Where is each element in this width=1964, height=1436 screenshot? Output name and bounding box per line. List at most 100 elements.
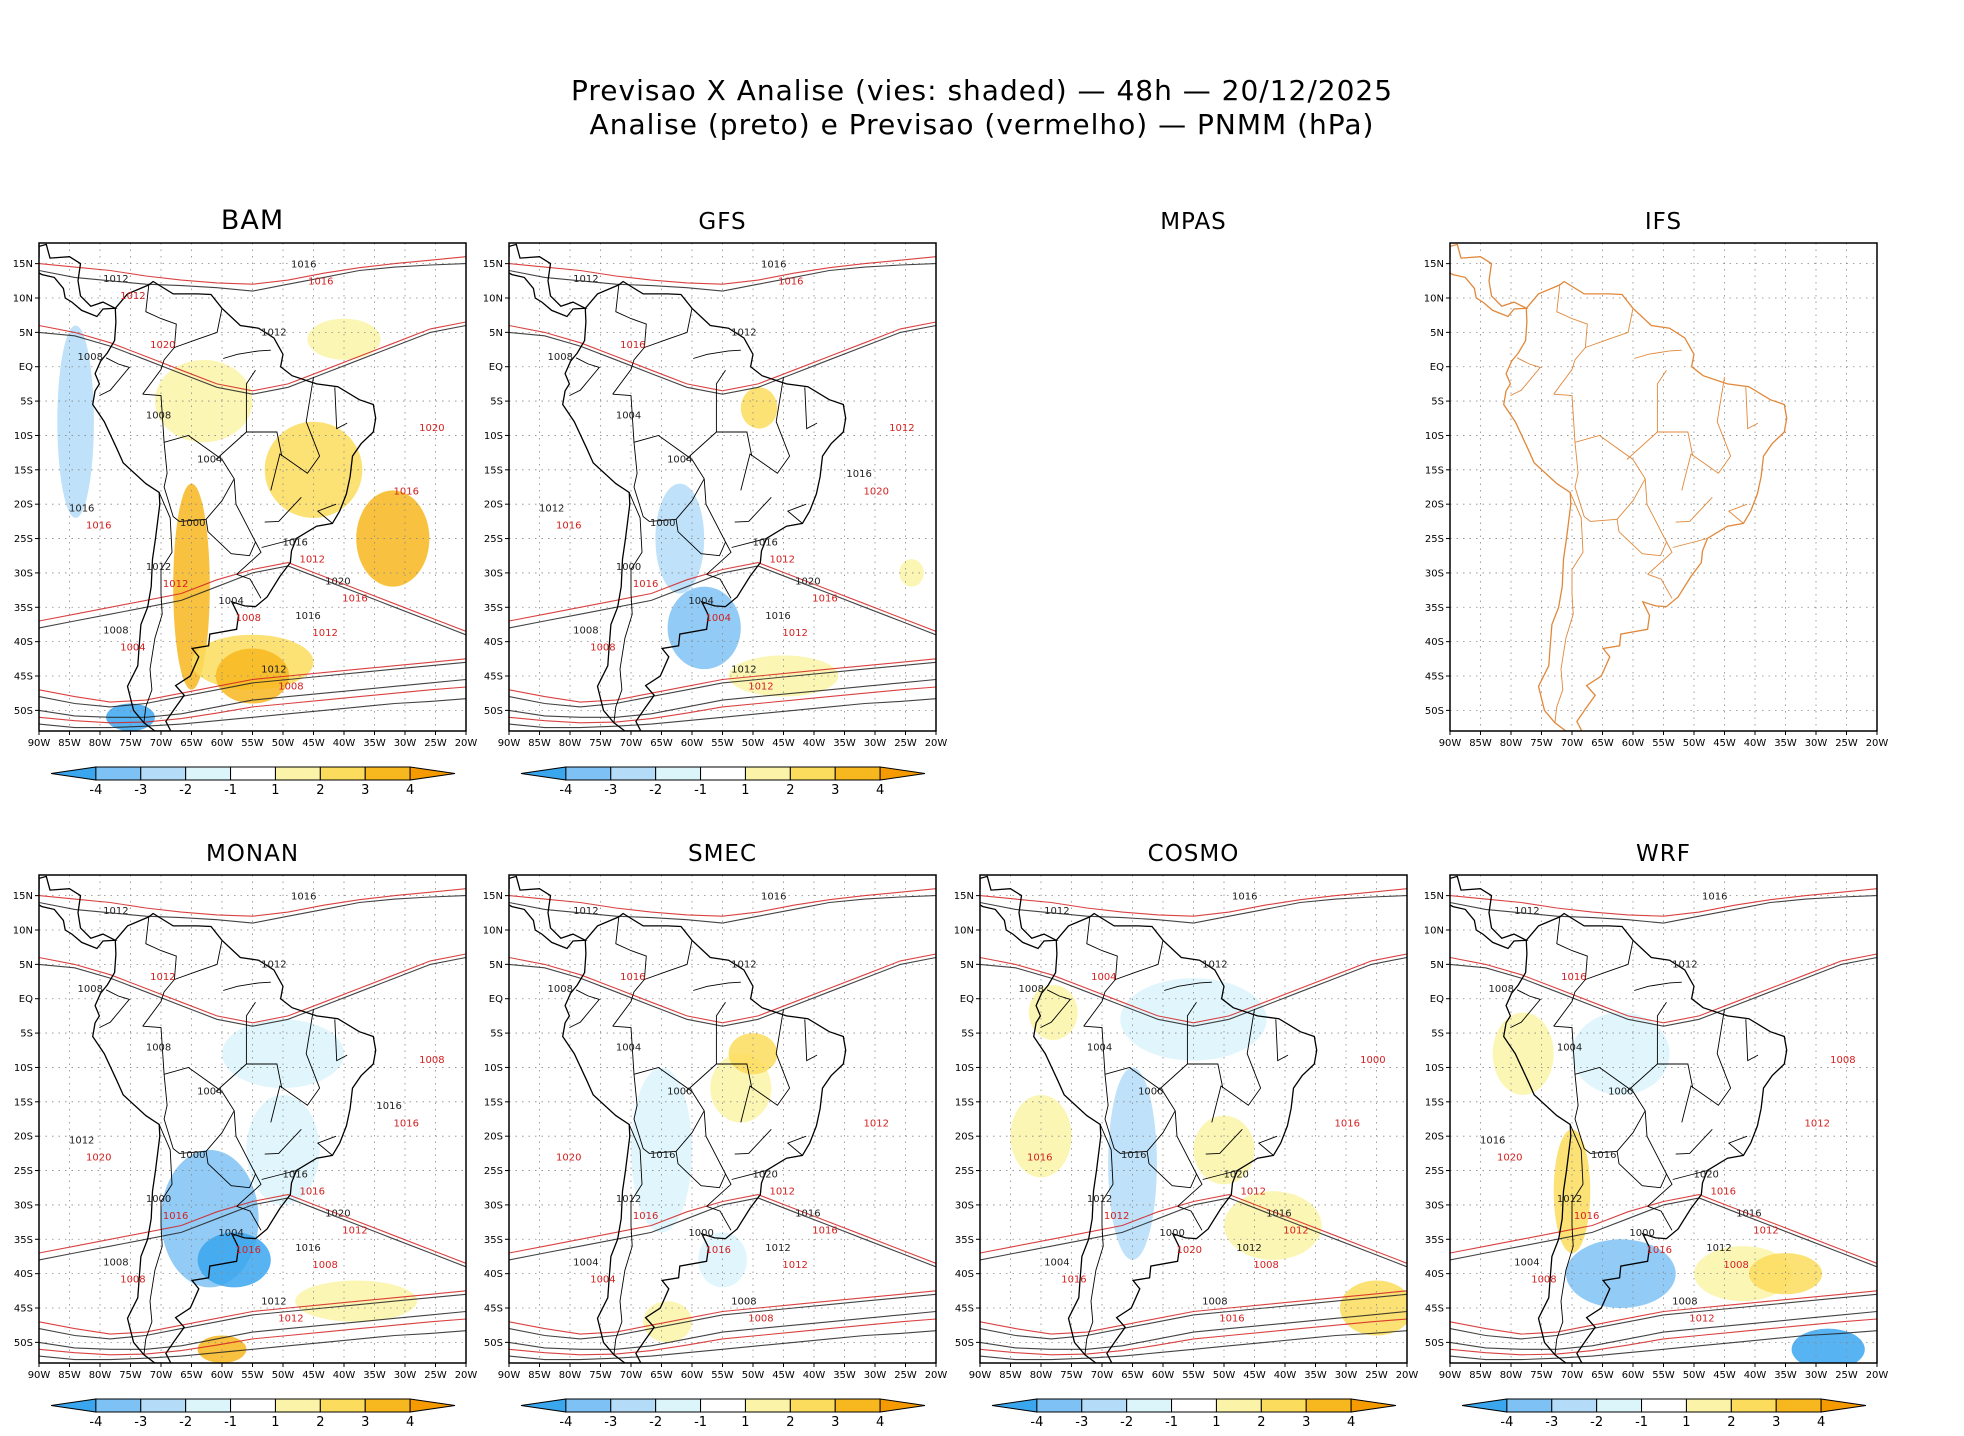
border-bam-5 (174, 308, 223, 348)
contour-label-analysis-monan: 1016 (282, 1170, 307, 1181)
y-tick-label-gfs: 10N (483, 293, 503, 304)
contour-label-forecast-bam: 1020 (419, 423, 444, 434)
isobar-forecast-wrf (1450, 953, 1877, 1024)
border-smec-12 (804, 1019, 818, 1062)
panel-plot-area-cosmo: 1016101210121008100410001016102010161012… (980, 875, 1407, 1363)
colorbar-label-cosmo: -3 (1075, 1415, 1088, 1430)
border-smec-0 (612, 1025, 732, 1207)
contour-label-analysis-monan: 1012 (69, 1135, 94, 1146)
colorbar-segment-bam (95, 766, 142, 781)
x-tick-label-cosmo: 40W (1274, 1370, 1297, 1381)
border-gfs-8 (706, 573, 732, 599)
border-gfs-0 (612, 393, 732, 575)
y-tick-label-smec: 35S (484, 1235, 503, 1246)
border-gfs-2 (675, 519, 726, 557)
contour-label-forecast-monan: 1016 (300, 1187, 325, 1198)
y-tick-label-wrf: EQ (1430, 994, 1444, 1005)
y-tick-label-wrf: 20S (1425, 1132, 1444, 1143)
x-tick-label-wrf: 30W (1805, 1370, 1828, 1381)
contour-label-forecast-smec: 1004 (590, 1274, 615, 1285)
contour-label-forecast-gfs: 1016 (812, 594, 837, 605)
contour-label-analysis-gfs: 1012 (539, 503, 564, 514)
isobar-analysis-monan (39, 956, 466, 1027)
colorbar-label-bam: -2 (179, 783, 192, 798)
border-wrf-9 (1681, 1008, 1732, 1123)
contour-label-forecast-cosmo: 1016 (1219, 1314, 1244, 1325)
contour-label-analysis-bam: 1012 (103, 274, 128, 285)
contour-label-analysis-gfs: 1004 (616, 411, 641, 422)
colorbar-label-gfs: -1 (694, 783, 707, 798)
y-tick-label-gfs: 15S (484, 465, 503, 476)
isobar-analysis-wrf (1450, 1197, 1877, 1268)
x-tick-label-gfs: 60W (681, 738, 704, 749)
border-wrf-6 (1510, 989, 1542, 1029)
x-tick-label-monan: 25W (424, 1370, 447, 1381)
contour-label-analysis-monan: 1008 (103, 1257, 128, 1268)
x-tick-label-wrf: 85W (1469, 1370, 1492, 1381)
border-monan-2 (205, 1151, 256, 1189)
isobar-forecast-smec (509, 1290, 936, 1335)
bias-shade-wrf-1 (1553, 1129, 1591, 1254)
border-ifs-7 (1634, 349, 1682, 359)
x-tick-label-ifs: 85W (1469, 738, 1492, 749)
y-tick-label-bam: 20S (14, 500, 33, 511)
border-cosmo-13 (1205, 1128, 1243, 1155)
y-tick-label-wrf: 50S (1425, 1338, 1444, 1349)
x-tick-label-bam: 85W (58, 738, 81, 749)
contour-label-forecast-monan: 1020 (86, 1152, 111, 1163)
y-tick-label-monan: 50S (14, 1338, 33, 1349)
bias-shade-smec-1 (631, 1067, 692, 1233)
colorbar-segment-monan (50, 1398, 97, 1413)
contour-label-forecast-smec: 1012 (782, 1260, 807, 1271)
colorbar-label-smec: 4 (876, 1415, 884, 1430)
y-tick-label-smec: 15S (484, 1097, 503, 1108)
colorbar-segment-cosmo (1260, 1398, 1307, 1413)
isobar-analysis-wrf (1450, 1310, 1877, 1350)
contour-label-analysis-wrf: 1016 (1736, 1209, 1761, 1220)
contour-label-forecast-bam: 1016 (308, 276, 333, 287)
y-tick-label-ifs: 25S (1425, 534, 1444, 545)
contour-label-forecast-smec: 1016 (620, 972, 645, 983)
colorbar-segment-bam (364, 766, 411, 781)
isobar-analysis-gfs (509, 661, 936, 708)
bias-shade-gfs-0 (655, 483, 705, 594)
coastline-wrf-0 (1503, 912, 1788, 1363)
contour-label-analysis-smec: 1012 (616, 1194, 641, 1205)
colorbar-segment-monan (319, 1398, 366, 1413)
border-ifs-2 (1616, 519, 1667, 557)
contour-label-forecast-gfs: 1012 (782, 628, 807, 639)
contour-label-analysis-bam: 1004 (197, 455, 222, 466)
contour-label-analysis-smec: 1004 (573, 1257, 598, 1268)
contour-label-analysis-monan: 1016 (295, 1243, 320, 1254)
contour-label-analysis-smec: 1004 (616, 1043, 641, 1054)
border-ifs-3 (1554, 492, 1584, 723)
contour-label-analysis-gfs: 1016 (752, 538, 777, 549)
isobar-forecast-gfs (509, 658, 936, 703)
colorbar-label-smec: 1 (741, 1415, 749, 1430)
isobar-analysis-monan (39, 1197, 466, 1268)
border-bam-2 (205, 519, 256, 557)
isobar-forecast-wrf (1450, 888, 1877, 917)
border-smec-9 (740, 1008, 791, 1123)
bias-shade-gfs-4 (899, 559, 924, 587)
x-tick-label-smec: 70W (620, 1370, 643, 1381)
border-cosmo-0 (1083, 1025, 1203, 1207)
contour-label-analysis-monan: 1012 (261, 1296, 286, 1307)
isobar-analysis-smec (509, 1197, 936, 1268)
contour-label-forecast-bam: 1008 (236, 613, 261, 624)
colorbar-segment-smec (834, 1398, 881, 1413)
bias-shade-bam-3 (173, 483, 210, 690)
isobar-analysis-gfs (509, 698, 936, 729)
x-tick-label-gfs: 75W (589, 738, 612, 749)
x-tick-label-smec: 65W (650, 1370, 673, 1381)
contour-label-analysis-wrf: 1012 (1672, 960, 1697, 971)
y-tick-label-ifs: 15S (1425, 465, 1444, 476)
y-tick-label-bam: 15N (13, 259, 33, 270)
y-tick-label-bam: 40S (14, 637, 33, 648)
contour-label-forecast-bam: 1012 (300, 555, 325, 566)
contour-label-forecast-cosmo: 1004 (1091, 972, 1116, 983)
y-tick-label-wrf: 15N (1424, 891, 1444, 902)
contour-label-analysis-wrf: 1016 (1480, 1135, 1505, 1146)
contour-label-analysis-monan: 1008 (78, 984, 103, 995)
border-gfs-7 (693, 349, 741, 359)
